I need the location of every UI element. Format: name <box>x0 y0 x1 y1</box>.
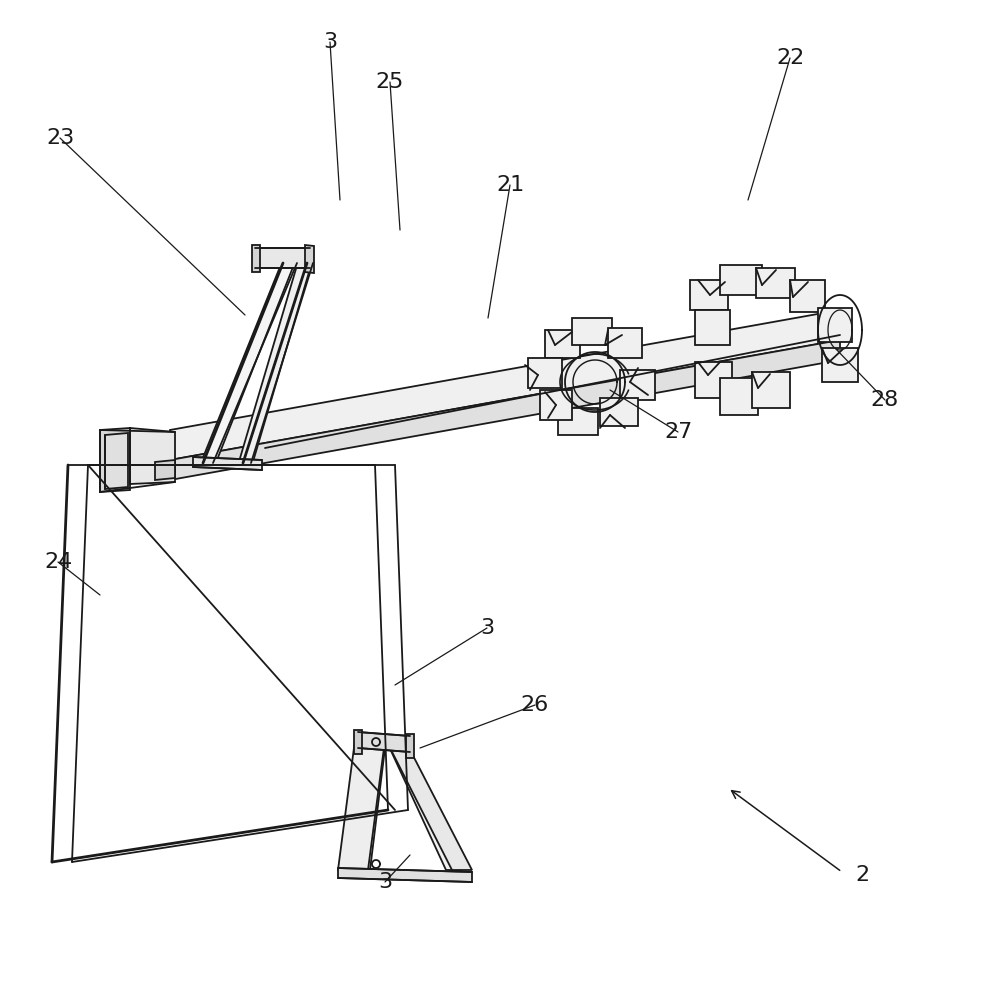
Text: 2: 2 <box>855 865 869 885</box>
Polygon shape <box>338 868 472 882</box>
Polygon shape <box>105 433 128 489</box>
Text: 26: 26 <box>521 695 549 715</box>
Polygon shape <box>193 457 262 470</box>
Polygon shape <box>528 358 562 388</box>
Polygon shape <box>600 398 638 426</box>
Polygon shape <box>756 268 795 298</box>
Text: 3: 3 <box>480 618 494 638</box>
Polygon shape <box>790 280 825 312</box>
Polygon shape <box>386 740 472 870</box>
Text: 24: 24 <box>44 552 72 572</box>
Polygon shape <box>100 428 130 492</box>
Polygon shape <box>386 740 462 870</box>
Polygon shape <box>338 740 385 870</box>
Polygon shape <box>558 408 598 435</box>
Polygon shape <box>695 362 732 398</box>
Text: 27: 27 <box>664 422 692 442</box>
Polygon shape <box>608 328 642 358</box>
Polygon shape <box>155 460 175 480</box>
Text: 21: 21 <box>496 175 524 195</box>
Text: 3: 3 <box>323 32 337 52</box>
Polygon shape <box>406 734 414 758</box>
Polygon shape <box>620 370 655 400</box>
Text: 3: 3 <box>378 872 392 892</box>
Polygon shape <box>822 348 858 382</box>
Text: 22: 22 <box>776 48 804 68</box>
Polygon shape <box>354 730 362 754</box>
Polygon shape <box>818 308 852 342</box>
Polygon shape <box>255 248 310 268</box>
Polygon shape <box>572 318 612 345</box>
Text: 28: 28 <box>871 390 899 410</box>
Polygon shape <box>358 732 410 752</box>
Polygon shape <box>545 330 580 358</box>
Polygon shape <box>752 372 790 408</box>
Polygon shape <box>695 310 730 345</box>
Polygon shape <box>252 245 260 272</box>
Polygon shape <box>170 310 840 460</box>
Polygon shape <box>690 280 728 310</box>
Polygon shape <box>305 245 314 273</box>
Polygon shape <box>720 265 762 295</box>
Polygon shape <box>540 390 572 420</box>
Polygon shape <box>354 740 386 870</box>
Polygon shape <box>200 262 295 465</box>
Polygon shape <box>720 378 758 415</box>
Text: 23: 23 <box>46 128 74 148</box>
Polygon shape <box>170 340 840 480</box>
Polygon shape <box>238 262 312 465</box>
Text: 25: 25 <box>376 72 404 92</box>
Polygon shape <box>130 428 175 484</box>
